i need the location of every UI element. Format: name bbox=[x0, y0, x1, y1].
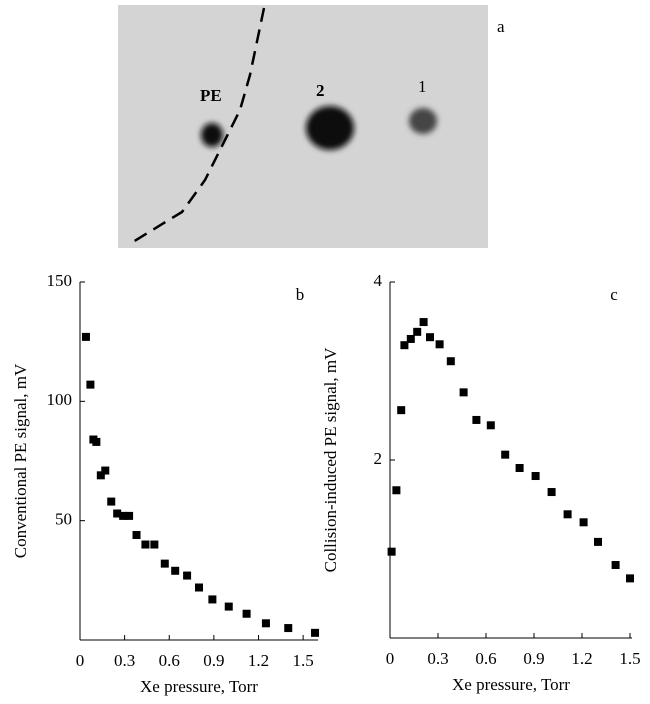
x-tick-label: 0.3 bbox=[427, 649, 448, 668]
data-point bbox=[125, 511, 134, 520]
panel-label: c bbox=[610, 285, 618, 304]
y-axis-label: Conventional PE signal, mV bbox=[11, 363, 30, 558]
data-point bbox=[171, 566, 180, 575]
x-tick-label: 0.9 bbox=[523, 649, 544, 668]
data-point bbox=[101, 466, 110, 475]
data-point bbox=[261, 619, 270, 628]
data-point bbox=[392, 486, 401, 495]
data-point bbox=[284, 624, 293, 633]
data-point bbox=[413, 327, 422, 336]
data-point bbox=[150, 540, 159, 549]
y-axis-label: Collision-induced PE signal, mV bbox=[321, 347, 340, 572]
data-point bbox=[242, 609, 251, 618]
data-point bbox=[160, 559, 169, 568]
x-axis-label: Xe pressure, Torr bbox=[452, 675, 570, 694]
data-point bbox=[446, 357, 455, 366]
data-point bbox=[472, 415, 481, 424]
y-tick-label: 2 bbox=[374, 449, 383, 468]
data-point bbox=[81, 332, 90, 341]
data-point bbox=[92, 437, 101, 446]
panel-label: a bbox=[497, 17, 505, 36]
data-point bbox=[387, 547, 396, 556]
data-point bbox=[579, 518, 588, 527]
data-point bbox=[547, 488, 556, 497]
x-tick-label: 0.3 bbox=[114, 651, 135, 670]
data-point bbox=[611, 561, 620, 570]
data-point bbox=[311, 628, 320, 637]
x-tick-label: 1.2 bbox=[571, 649, 592, 668]
x-tick-label: 0.9 bbox=[203, 651, 224, 670]
data-point bbox=[86, 380, 95, 389]
data-point bbox=[141, 540, 150, 549]
data-point bbox=[459, 388, 468, 397]
data-point bbox=[208, 595, 217, 604]
data-point bbox=[435, 340, 444, 349]
data-point bbox=[486, 421, 495, 430]
spot-2 bbox=[306, 106, 354, 150]
boundary bbox=[127, 7, 266, 247]
data-point bbox=[515, 464, 524, 473]
data-point bbox=[119, 511, 128, 520]
x-tick-label: 0 bbox=[386, 649, 395, 668]
data-point bbox=[426, 333, 434, 342]
spot-label: PE bbox=[200, 86, 222, 105]
y-tick-label: 100 bbox=[47, 390, 73, 409]
spot-pe bbox=[201, 123, 223, 147]
x-tick-label: 0.6 bbox=[159, 651, 180, 670]
data-point bbox=[132, 530, 141, 539]
x-tick-label: 1.2 bbox=[248, 651, 269, 670]
data-point bbox=[400, 341, 409, 350]
data-point bbox=[195, 583, 203, 592]
data-point bbox=[626, 574, 634, 583]
spot-label: 1 bbox=[418, 77, 427, 96]
spot-label: 2 bbox=[316, 81, 325, 100]
data-point bbox=[406, 334, 415, 343]
data-point bbox=[224, 602, 233, 611]
image-panel: PE 2 1 a bbox=[118, 5, 505, 248]
y-tick-label: 50 bbox=[55, 510, 72, 529]
data-point bbox=[96, 471, 105, 480]
x-axis-label: Xe pressure, Torr bbox=[140, 677, 258, 696]
spot-1 bbox=[409, 108, 437, 134]
x-tick-label: 1.5 bbox=[293, 651, 314, 670]
data-point bbox=[113, 509, 122, 518]
x-tick-label: 0.6 bbox=[475, 649, 496, 668]
data-point bbox=[501, 450, 510, 459]
data-point bbox=[107, 497, 116, 506]
data-point bbox=[183, 571, 192, 580]
data-point bbox=[594, 537, 602, 546]
data-point bbox=[563, 510, 572, 519]
data-point bbox=[397, 406, 406, 415]
data-point bbox=[419, 318, 428, 327]
y-tick-label: 150 bbox=[47, 271, 73, 290]
panel-label: b bbox=[296, 285, 305, 304]
x-tick-label: 0 bbox=[76, 651, 85, 670]
y-tick-label: 4 bbox=[374, 271, 383, 290]
data-point bbox=[531, 472, 540, 481]
x-tick-label: 1.5 bbox=[619, 649, 640, 668]
